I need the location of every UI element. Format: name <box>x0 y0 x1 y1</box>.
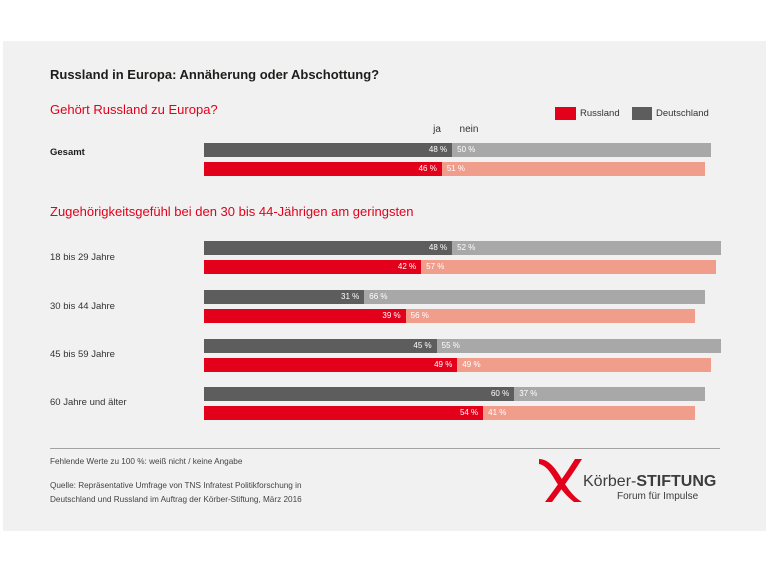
bar-russland-nein-18-bis-29-jahre <box>421 260 716 274</box>
source-line-2: Deutschland und Russland im Auftrag der … <box>50 495 302 504</box>
bar-deutschland-nein-gesamt <box>452 143 711 157</box>
koerber-logo-icon <box>539 459 582 502</box>
divider <box>50 448 720 449</box>
legend-label-russland: Russland <box>580 108 620 119</box>
bar-deutschland-ja-30-bis-44-jahre <box>204 290 365 304</box>
bar-russland-ja-45-bis-59-jahre <box>204 358 458 372</box>
value-label-russland-nein-30-bis-44-jahre: 56 % <box>410 311 429 320</box>
bar-deutschland-nein-45-bis-59-jahre <box>436 339 721 353</box>
category-label-45-59: 45 bis 59 Jahre <box>50 349 115 360</box>
bar-deutschland-ja-gesamt <box>204 143 453 157</box>
value-label-deutschland-nein-45-bis-59-jahre: 55 % <box>441 341 460 350</box>
bar-russland-ja-gesamt <box>204 162 442 176</box>
column-label-nein: nein <box>459 124 479 135</box>
category-label-gesamt: Gesamt <box>50 147 85 158</box>
bar-deutschland-ja-60-jahre-und-aelter <box>204 387 515 401</box>
value-label-russland-nein-18-bis-29-jahre: 57 % <box>426 262 445 271</box>
value-label-deutschland-ja-45-bis-59-jahre: 45 % <box>413 341 432 350</box>
bar-deutschland-ja-18-bis-29-jahre <box>204 241 453 255</box>
value-label-russland-ja-60-jahre-und-aelter: 54 % <box>459 408 479 417</box>
bar-russland-ja-30-bis-44-jahre <box>204 309 406 323</box>
value-label-deutschland-ja-gesamt: 48 % <box>428 145 448 154</box>
footnote: Fehlende Werte zu 100 %: weiß nicht / ke… <box>50 457 243 466</box>
logo-wordmark: Körber-STIFTUNG <box>583 473 716 491</box>
bar-deutschland-nein-60-jahre-und-aelter <box>514 387 706 401</box>
value-label-russland-nein-45-bis-59-jahre: 49 % <box>462 360 481 369</box>
bar-russland-nein-gesamt <box>441 162 706 176</box>
logo-wordmark-part1: Körber- <box>583 473 637 490</box>
category-label-30-44: 30 bis 44 Jahre <box>50 301 115 312</box>
bar-russland-ja-18-bis-29-jahre <box>204 260 422 274</box>
logo-wordmark-part2: STIFTUNG <box>636 473 717 490</box>
column-label-ja: ja <box>433 124 441 135</box>
value-label-russland-ja-18-bis-29-jahre: 42 % <box>397 262 417 271</box>
bar-russland-nein-45-bis-59-jahre <box>457 358 711 372</box>
legend-label-deutschland: Deutschland <box>656 108 709 119</box>
value-label-deutschland-ja-30-bis-44-jahre: 31 % <box>341 292 360 301</box>
bar-russland-nein-30-bis-44-jahre <box>405 309 696 323</box>
value-label-deutschland-nein-gesamt: 50 % <box>457 145 476 154</box>
value-label-russland-nein-gesamt: 51 % <box>446 164 466 173</box>
question-heading: Gehört Russland zu Europa? <box>50 102 218 117</box>
value-label-russland-ja-45-bis-59-jahre: 49 % <box>434 360 453 369</box>
bar-russland-nein-60-jahre-und-aelter <box>483 406 696 420</box>
age-group-heading: Zugehörigkeitsgefühl bei den 30 bis 44-J… <box>50 204 414 219</box>
chart-title: Russland in Europa: Annäherung oder Absc… <box>50 67 380 82</box>
value-label-russland-ja-30-bis-44-jahre: 39 % <box>382 311 401 320</box>
value-label-deutschland-nein-60-jahre-und-aelter: 37 % <box>519 389 538 398</box>
value-label-russland-nein-60-jahre-und-aelter: 41 % <box>488 408 507 417</box>
value-label-deutschland-ja-60-jahre-und-aelter: 60 % <box>490 389 510 398</box>
bar-deutschland-nein-30-bis-44-jahre <box>364 290 706 304</box>
value-label-deutschland-ja-18-bis-29-jahre: 48 % <box>428 243 448 252</box>
infographic-card <box>3 41 766 531</box>
bar-russland-ja-60-jahre-und-aelter <box>204 406 484 420</box>
value-label-deutschland-nein-18-bis-29-jahre: 52 % <box>457 243 476 252</box>
logo-tagline: Forum für Impulse <box>617 491 699 502</box>
bar-deutschland-nein-18-bis-29-jahre <box>452 241 721 255</box>
source-line-1: Quelle: Repräsentative Umfrage von TNS I… <box>50 481 302 490</box>
value-label-russland-ja-gesamt: 46 % <box>418 164 437 173</box>
legend-swatch-russland <box>555 107 576 120</box>
category-label-18-29: 18 bis 29 Jahre <box>50 252 115 263</box>
category-label-60-plus: 60 Jahre und älter <box>50 397 127 408</box>
bar-deutschland-ja-45-bis-59-jahre <box>204 339 437 353</box>
value-label-deutschland-nein-30-bis-44-jahre: 66 % <box>369 292 388 301</box>
legend-swatch-deutschland <box>632 107 652 120</box>
